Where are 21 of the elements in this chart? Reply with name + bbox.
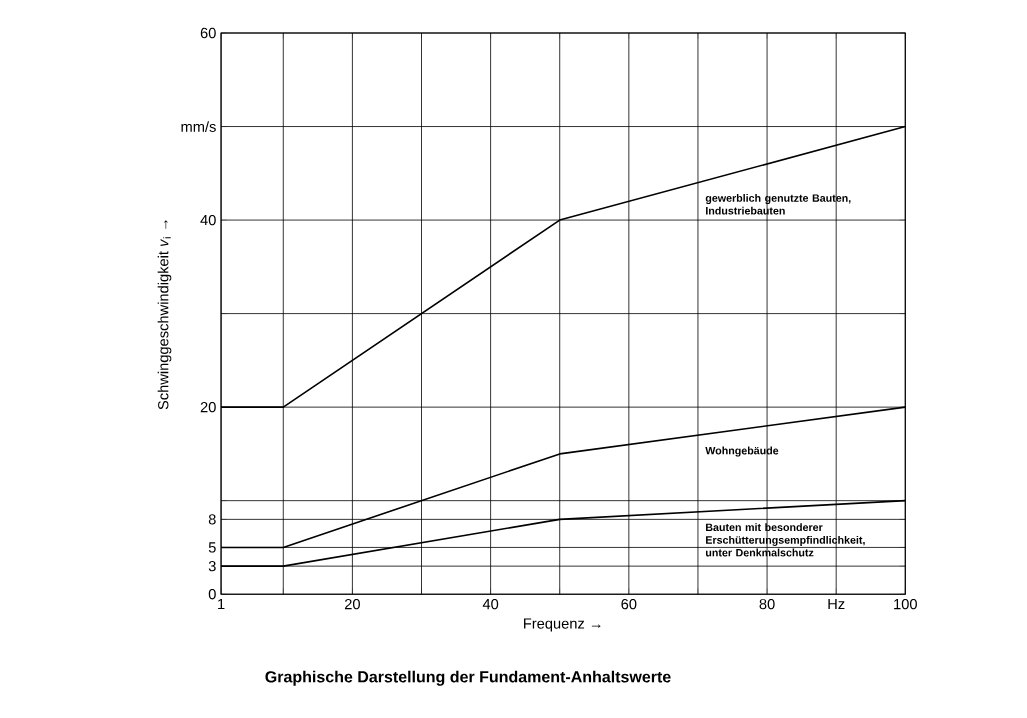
- x-tick-label: Hz: [828, 598, 845, 609]
- x-tick-label: 60: [621, 598, 637, 610]
- text: Graphische Darstellung der Fundament-Anhaltswerte: [265, 670, 671, 686]
- y-axis-title: Schwinggeschwindigkeit v$_{i}$ →: [157, 220, 172, 410]
- x-tick-label: 20: [344, 598, 360, 610]
- y-tick-label: 8: [208, 514, 216, 525]
- series-label: gewerblich genutzte Bauten, Industriebauten: [705, 193, 851, 215]
- series-label: Bauten mit besonderer Erschütterungsempfindlichkeit, unter Denkmalschutz: [706, 523, 865, 557]
- x-axis-title: Frequenz →: [524, 618, 601, 632]
- series-label: Wohngebäude: [705, 446, 779, 457]
- y-tick-label: 3: [208, 560, 216, 572]
- y-tick-label: 5: [208, 542, 216, 553]
- y-tick-label: mm/s: [181, 121, 216, 132]
- x-tick-label: 100: [894, 598, 917, 610]
- y-tick-label: 40: [200, 214, 216, 226]
- y-tick-label: 0: [208, 588, 216, 600]
- x-tick-label: 40: [482, 598, 499, 610]
- y-tick-label: 20: [200, 401, 216, 413]
- x-tick-label: 1: [218, 598, 225, 609]
- y-tick-label: 60: [200, 27, 216, 39]
- x-tick-label: 80: [759, 598, 775, 610]
